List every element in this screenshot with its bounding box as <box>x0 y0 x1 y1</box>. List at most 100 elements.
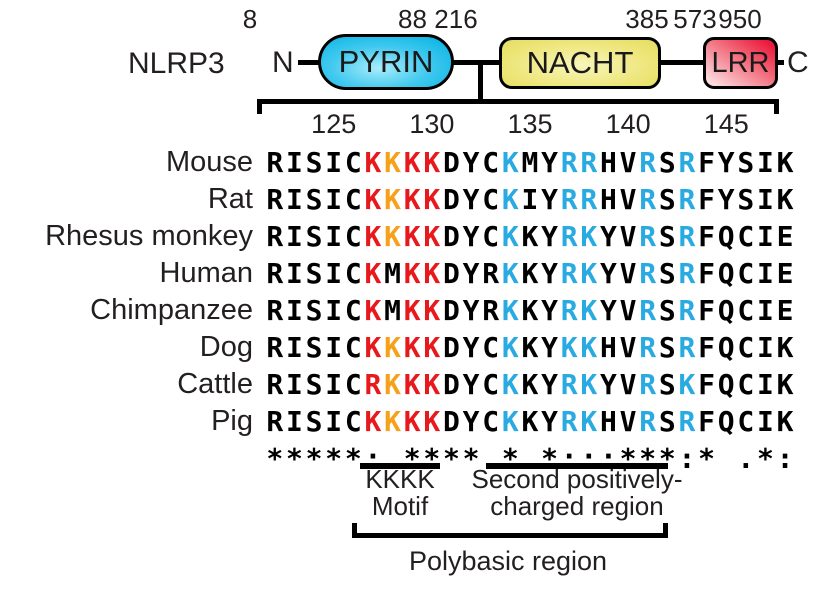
nacht-domain-box: NACHT <box>499 37 661 89</box>
residue-cell: D <box>443 146 460 179</box>
residue-cell: S <box>737 183 755 216</box>
residue-cell: K <box>364 146 382 179</box>
residue-cell: F <box>698 294 715 327</box>
residue-cell: R <box>266 405 284 438</box>
species-label: Chimpanzee <box>90 294 253 326</box>
residue-cell: S <box>305 331 323 364</box>
residue-cell: E <box>776 220 794 253</box>
residue-cell: * <box>325 442 343 475</box>
residue-cell: Q <box>717 220 735 253</box>
residue-cell: K <box>384 368 401 401</box>
residue-cell: K <box>423 146 441 179</box>
residue-cell: K <box>423 294 441 327</box>
residue-cell: Y <box>462 220 480 253</box>
species-label: Rhesus monkey <box>45 220 253 252</box>
residue-cell: R <box>639 146 657 179</box>
residue-cell: K <box>580 331 598 364</box>
residue-cell: K <box>580 294 598 327</box>
residue-cell: S <box>305 294 323 327</box>
residue-cell: V <box>619 405 637 438</box>
c-terminus-label: C <box>787 46 809 79</box>
alignment-bracket-right-tick <box>774 99 779 114</box>
residue-cell: K <box>776 331 794 364</box>
residue-cell: Y <box>462 331 480 364</box>
residue-cell: H <box>600 405 617 438</box>
residue-cell: D <box>443 294 460 327</box>
ruler-tick-label: 145 <box>703 109 749 139</box>
residue-cell: K <box>521 331 539 364</box>
residue-cell: F <box>698 368 715 401</box>
species-label: Human <box>159 257 254 289</box>
residue-cell: Y <box>600 294 617 327</box>
domain-start-lrr: 573 <box>673 4 717 34</box>
residue-cell: V <box>619 331 637 364</box>
species-label: Pig <box>211 405 253 437</box>
residue-cell: Y <box>600 368 617 401</box>
residue-cell: I <box>757 368 774 401</box>
residue-cell: K <box>384 405 401 438</box>
residue-cell: K <box>521 257 539 290</box>
residue-cell: Y <box>541 368 558 401</box>
residue-cell: R <box>580 146 598 179</box>
residue-cell: R <box>560 146 578 179</box>
residue-cell: R <box>678 220 696 253</box>
residue-cell: I <box>757 183 774 216</box>
residue-cell: Y <box>541 146 558 179</box>
residue-cell: K <box>403 405 421 438</box>
residue-cell: S <box>658 331 676 364</box>
residue-cell: * <box>443 442 460 475</box>
residue-cell: K <box>521 405 539 438</box>
residue-cell: I <box>757 294 774 327</box>
residue-cell: R <box>560 368 578 401</box>
domain-end-nacht: 385 <box>625 4 669 34</box>
residue-cell: S <box>305 368 323 401</box>
residue-cell: R <box>266 257 284 290</box>
residue-cell: K <box>521 368 539 401</box>
residue-cell: K <box>580 220 598 253</box>
domain-start-nacht: 216 <box>434 4 478 34</box>
residue-cell: * <box>757 442 774 475</box>
residue-cell: R <box>266 146 284 179</box>
residue-cell: C <box>344 368 362 401</box>
ruler-tick-label: 135 <box>507 109 553 139</box>
residue-cell: C <box>344 183 362 216</box>
kkkk-motif-label-line1: KKKK <box>365 464 435 494</box>
residue-cell: R <box>266 294 284 327</box>
residue-cell: R <box>639 183 657 216</box>
residue-cell: K <box>776 405 794 438</box>
residue-cell: S <box>305 183 323 216</box>
residue-cell: K <box>403 146 421 179</box>
residue-cell: E <box>776 257 794 290</box>
residue-cell: K <box>364 331 382 364</box>
residue-cell: F <box>698 146 715 179</box>
residue-cell: Y <box>462 405 480 438</box>
residue-cell: K <box>501 294 519 327</box>
species-label: Rat <box>207 183 253 215</box>
residue-cell: * <box>286 442 303 475</box>
residue-cell: I <box>325 368 343 401</box>
residue-cell: Y <box>541 294 558 327</box>
residue-cell: D <box>443 220 460 253</box>
residue-cell: K <box>384 331 401 364</box>
residue-cell: C <box>344 146 362 179</box>
residue-cell: K <box>364 183 382 216</box>
residue-cell: H <box>600 146 617 179</box>
n-terminus-label: N <box>272 46 294 79</box>
residue-cell: I <box>286 146 303 179</box>
residue-cell: Y <box>462 368 480 401</box>
residue-cell: H <box>600 183 617 216</box>
zoom-connector-line <box>478 62 483 104</box>
residue-cell: I <box>325 183 343 216</box>
ruler: 125 130 135 140 145 <box>0 109 819 141</box>
residue-cell: C <box>344 294 362 327</box>
residue-cell: K <box>364 220 382 253</box>
residue-cell: I <box>286 294 303 327</box>
residue-cell: R <box>560 183 578 216</box>
residue-cell: K <box>364 294 382 327</box>
residue-cell: I <box>286 368 303 401</box>
residue-cell: K <box>580 257 598 290</box>
residue-cell: K <box>678 368 696 401</box>
